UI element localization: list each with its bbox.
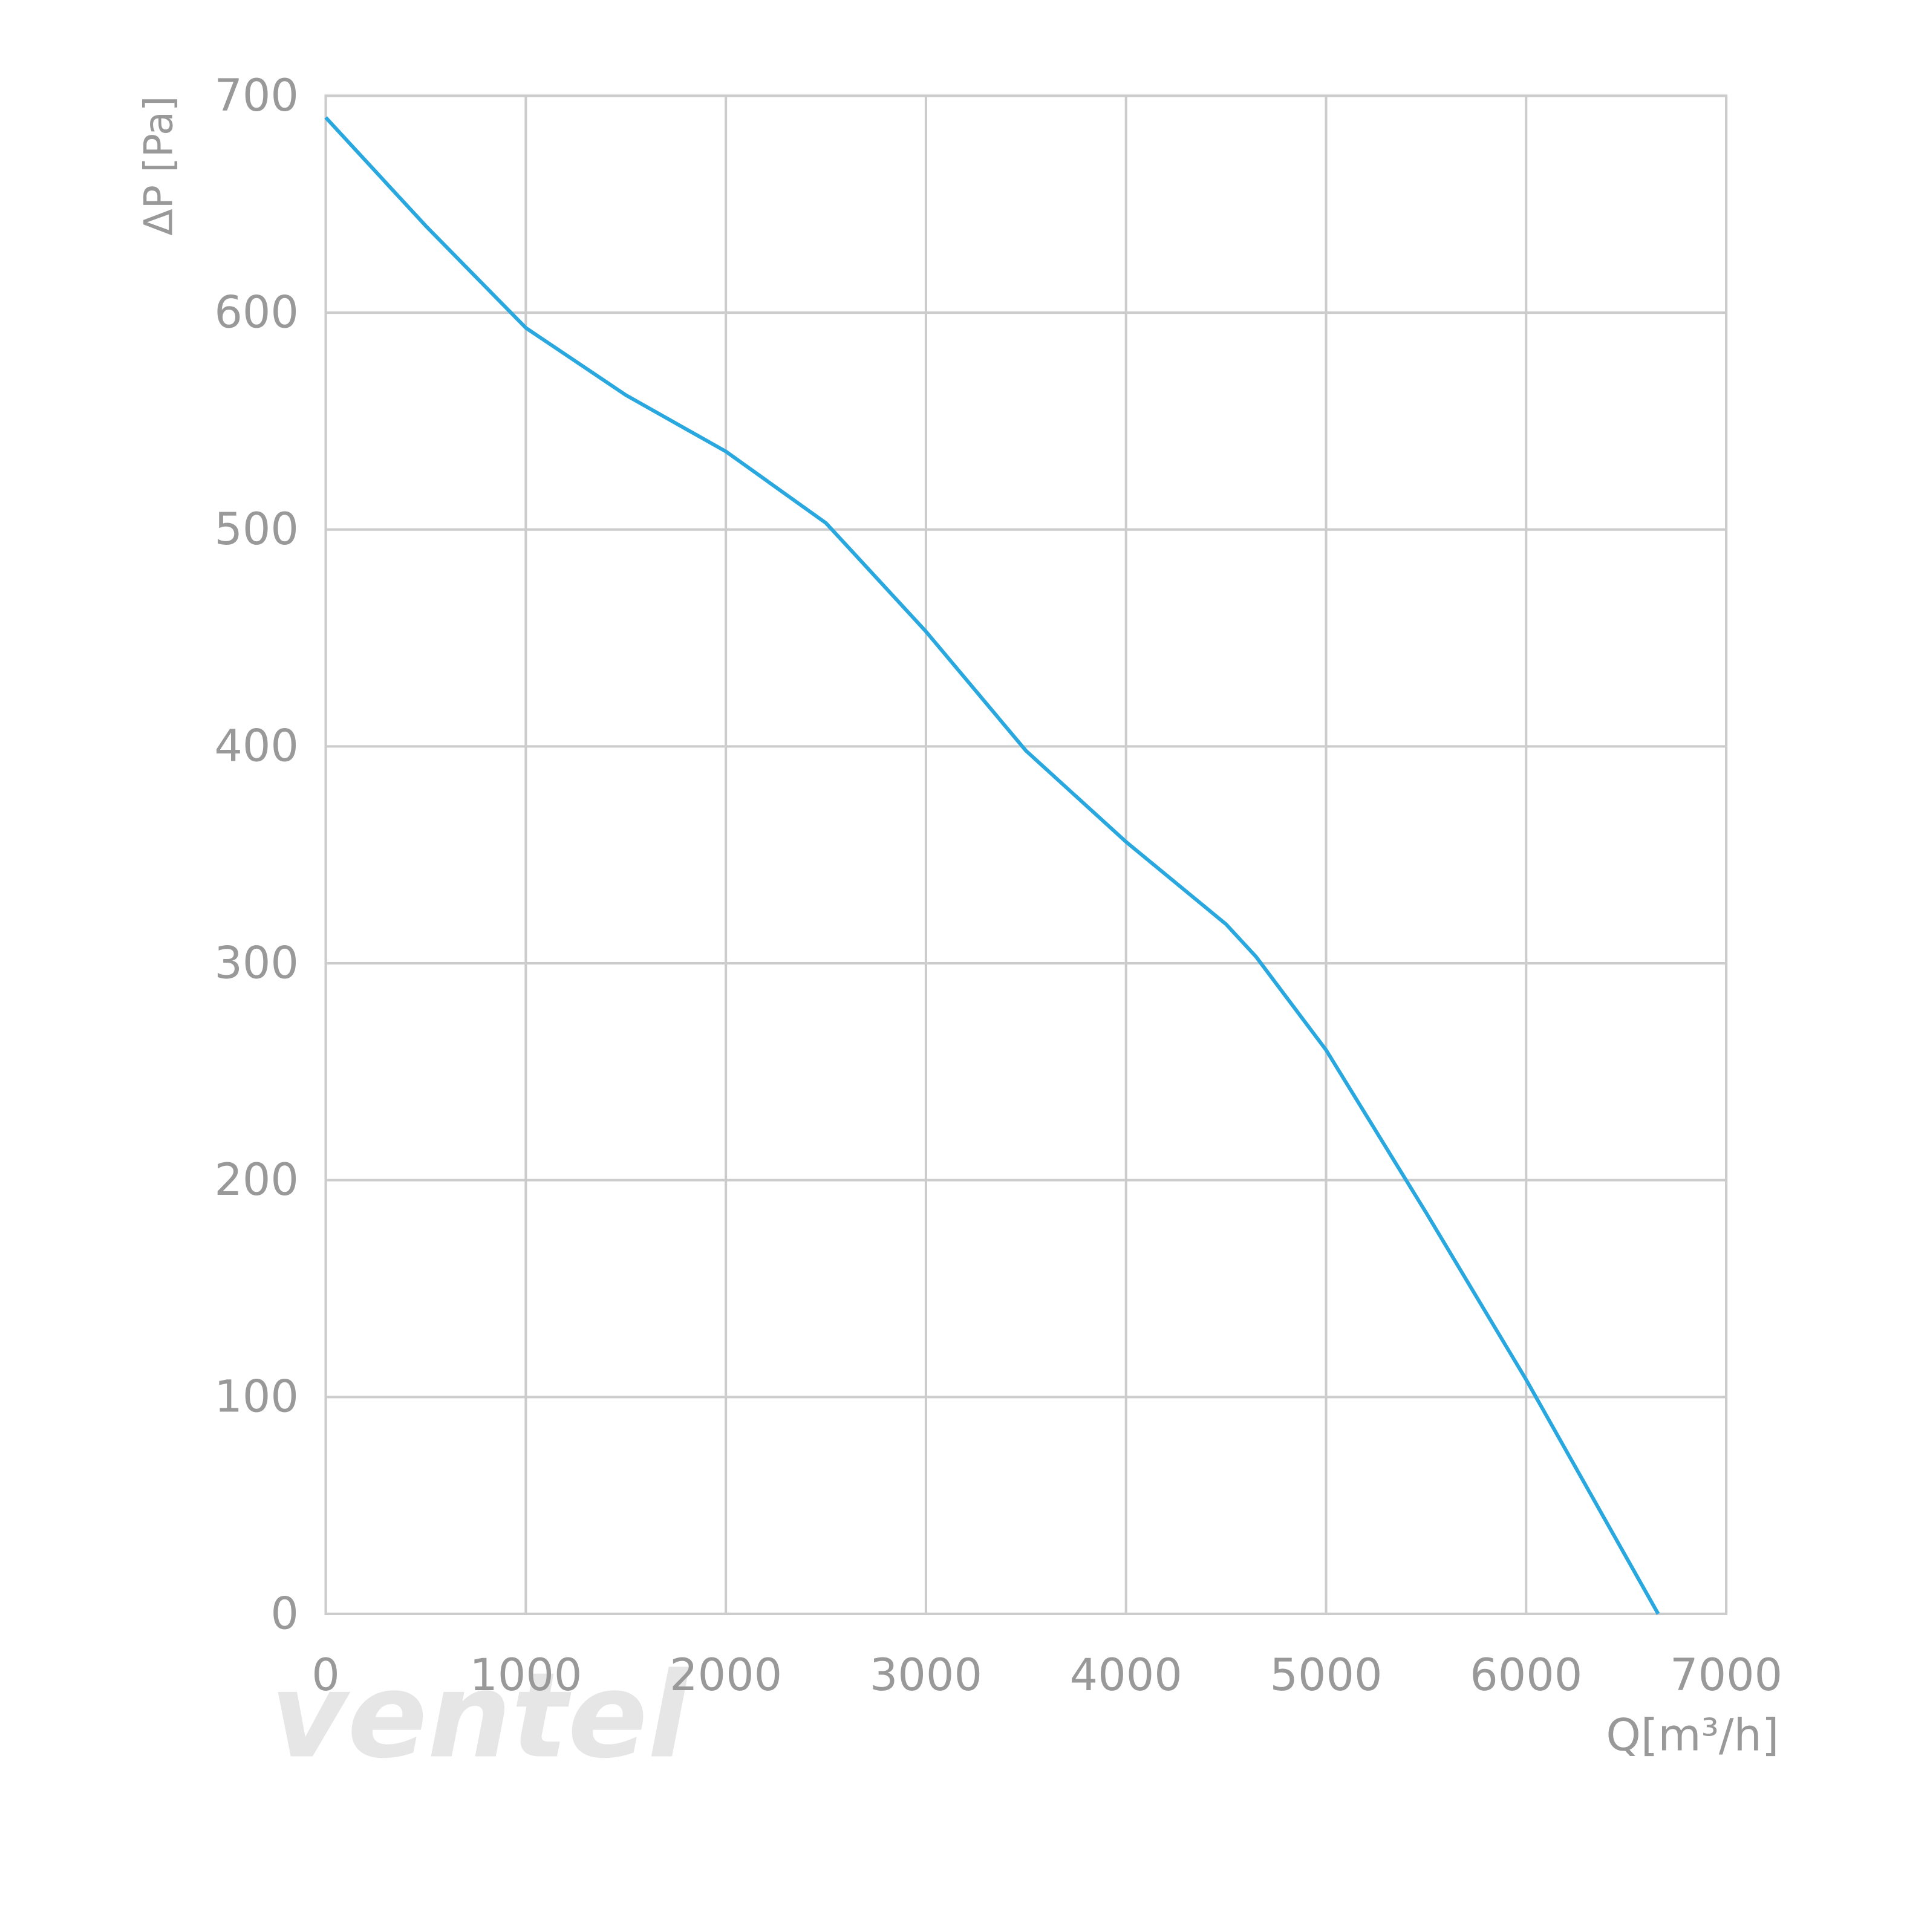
y-tick-label: 500	[214, 504, 299, 555]
y-axis-label: ΔP [Pa]	[137, 96, 182, 236]
x-tick-label: 3000	[870, 1650, 982, 1701]
x-tick-label: 5000	[1270, 1650, 1382, 1701]
y-tick-label: 700	[214, 70, 299, 122]
x-axis-label: Q[m³/h]	[1606, 1709, 1779, 1761]
x-tick-label: 4000	[1070, 1650, 1182, 1701]
y-tick-label: 600	[214, 287, 299, 338]
x-tick-label: 0	[311, 1650, 340, 1701]
plot-frame	[324, 94, 1728, 1615]
y-tick-label: 0	[270, 1588, 299, 1639]
watermark: ventel	[270, 1647, 690, 1784]
x-tick-label: 6000	[1470, 1650, 1582, 1701]
x-tick-label: 1000	[469, 1650, 582, 1701]
data-line	[324, 116, 1660, 1615]
x-tick-label: 7000	[1670, 1650, 1782, 1701]
y-tick-label: 400	[214, 721, 299, 772]
y-tick-label: 100	[214, 1371, 299, 1423]
y-tick-label: 200	[214, 1154, 299, 1206]
y-tick-label: 300	[214, 937, 299, 989]
x-tick-label: 2000	[670, 1650, 782, 1701]
